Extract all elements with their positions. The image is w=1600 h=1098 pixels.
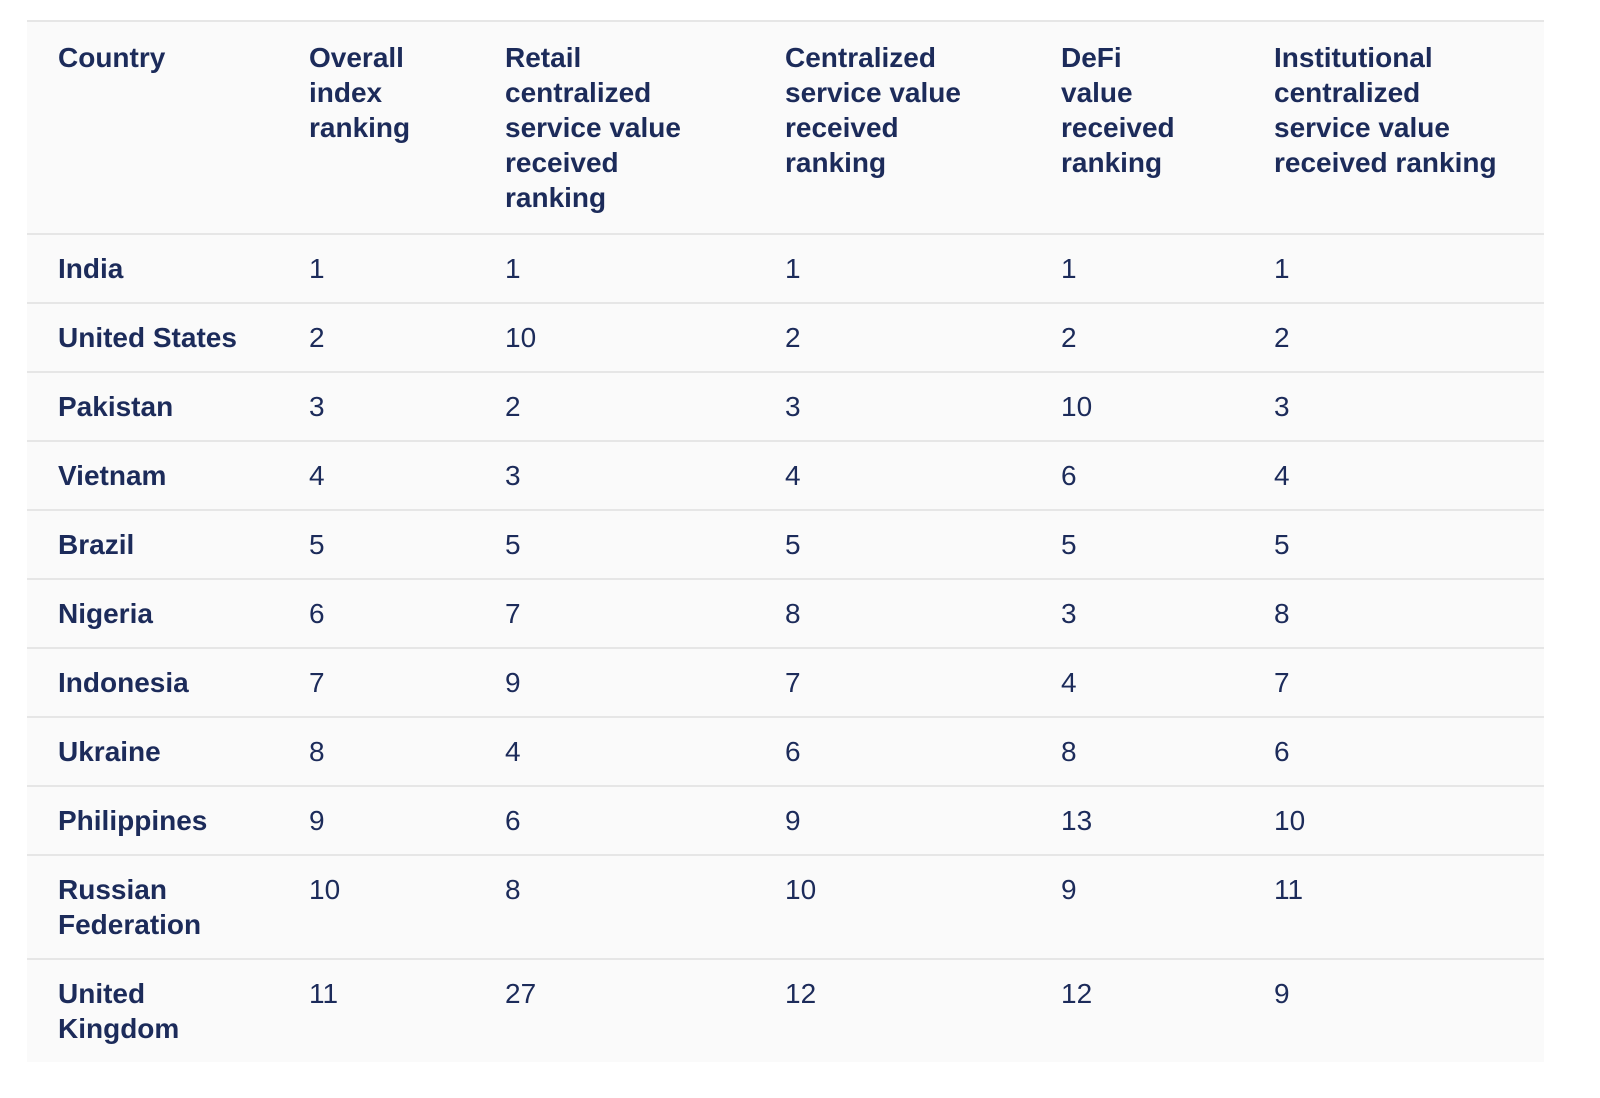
column-header: Centralized service value received ranki… — [754, 20, 1030, 234]
rank-cell: 2 — [754, 302, 1030, 372]
table-body: India 1 1 1 1 1 United States 2 10 2 2 2 Pakistan 3 2 3… — [27, 233, 1544, 1062]
rank-cell: 4 — [278, 440, 474, 510]
rank-cell: 2 — [474, 371, 754, 441]
country-cell: Russian Federation — [27, 854, 278, 959]
rank-cell: 3 — [1243, 371, 1544, 441]
country-cell: Pakistan — [27, 371, 278, 441]
rank-cell: 9 — [754, 785, 1030, 855]
rank-cell: 5 — [1243, 509, 1544, 579]
country-cell: United States — [27, 302, 278, 372]
rank-cell: 4 — [1030, 647, 1243, 717]
rank-cell: 1 — [1030, 233, 1243, 303]
rank-cell: 10 — [1243, 785, 1544, 855]
country-cell: Brazil — [27, 509, 278, 579]
rank-cell: 3 — [754, 371, 1030, 441]
rank-cell: 10 — [278, 854, 474, 959]
table-row: Indonesia 7 9 7 4 7 — [27, 647, 1544, 717]
rank-cell: 3 — [474, 440, 754, 510]
rank-cell: 7 — [474, 578, 754, 648]
rank-cell: 1 — [474, 233, 754, 303]
rank-cell: 6 — [278, 578, 474, 648]
rank-cell: 8 — [1030, 716, 1243, 786]
rank-cell: 8 — [474, 854, 754, 959]
country-cell: Nigeria — [27, 578, 278, 648]
rank-cell: 7 — [278, 647, 474, 717]
column-header: Retail centralized service value receive… — [474, 20, 754, 234]
rank-cell: 11 — [278, 958, 474, 1062]
rank-cell: 5 — [474, 509, 754, 579]
rank-cell: 7 — [754, 647, 1030, 717]
rank-cell: 3 — [278, 371, 474, 441]
table-container: Country Overall index ranking Retail centr… — [27, 20, 1544, 1062]
column-header: Country — [27, 20, 278, 234]
table-row: United States 2 10 2 2 2 — [27, 302, 1544, 372]
ranking-table: Country Overall index ranking Retail centr… — [27, 20, 1544, 1062]
table-row: India 1 1 1 1 1 — [27, 233, 1544, 303]
rank-cell: 2 — [1030, 302, 1243, 372]
rank-cell: 4 — [1243, 440, 1544, 510]
rank-cell: 6 — [1243, 716, 1544, 786]
rank-cell: 9 — [474, 647, 754, 717]
table-row: Vietnam 4 3 4 6 4 — [27, 440, 1544, 510]
rank-cell: 1 — [278, 233, 474, 303]
rank-cell: 1 — [754, 233, 1030, 303]
rank-cell: 5 — [1030, 509, 1243, 579]
rank-cell: 1 — [1243, 233, 1544, 303]
table-row: United Kingdom 11 27 12 12 9 — [27, 958, 1544, 1062]
rank-cell: 11 — [1243, 854, 1544, 959]
rank-cell: 8 — [278, 716, 474, 786]
table-row: Russian Federation 10 8 10 9 11 — [27, 854, 1544, 959]
country-cell: United Kingdom — [27, 958, 278, 1062]
rank-cell: 3 — [1030, 578, 1243, 648]
rank-cell: 7 — [1243, 647, 1544, 717]
rank-cell: 9 — [1030, 854, 1243, 959]
rank-cell: 10 — [1030, 371, 1243, 441]
rank-cell: 6 — [754, 716, 1030, 786]
rank-cell: 10 — [474, 302, 754, 372]
column-header: DeFi value received ranking — [1030, 20, 1243, 234]
rank-cell: 6 — [1030, 440, 1243, 510]
rank-cell: 9 — [1243, 958, 1544, 1062]
rank-cell: 12 — [1030, 958, 1243, 1062]
rank-cell: 2 — [1243, 302, 1544, 372]
rank-cell: 12 — [754, 958, 1030, 1062]
country-cell: Indonesia — [27, 647, 278, 717]
country-cell: Ukraine — [27, 716, 278, 786]
table-row: Nigeria 6 7 8 3 8 — [27, 578, 1544, 648]
column-header: Overall index ranking — [278, 20, 474, 234]
country-cell: Philippines — [27, 785, 278, 855]
country-cell: India — [27, 233, 278, 303]
table-row: Philippines 9 6 9 13 10 — [27, 785, 1544, 855]
rank-cell: 8 — [1243, 578, 1544, 648]
rank-cell: 5 — [278, 509, 474, 579]
country-cell: Vietnam — [27, 440, 278, 510]
rank-cell: 6 — [474, 785, 754, 855]
table-row: Pakistan 3 2 3 10 3 — [27, 371, 1544, 441]
rank-cell: 4 — [474, 716, 754, 786]
rank-cell: 4 — [754, 440, 1030, 510]
column-header: Institutional centralized service value … — [1243, 20, 1544, 234]
header-row: Country Overall index ranking Retail centr… — [27, 20, 1544, 234]
rank-cell: 9 — [278, 785, 474, 855]
rank-cell: 10 — [754, 854, 1030, 959]
rank-cell: 13 — [1030, 785, 1243, 855]
rank-cell: 8 — [754, 578, 1030, 648]
rank-cell: 5 — [754, 509, 1030, 579]
rank-cell: 27 — [474, 958, 754, 1062]
table-row: Brazil 5 5 5 5 5 — [27, 509, 1544, 579]
table-row: Ukraine 8 4 6 8 6 — [27, 716, 1544, 786]
rank-cell: 2 — [278, 302, 474, 372]
